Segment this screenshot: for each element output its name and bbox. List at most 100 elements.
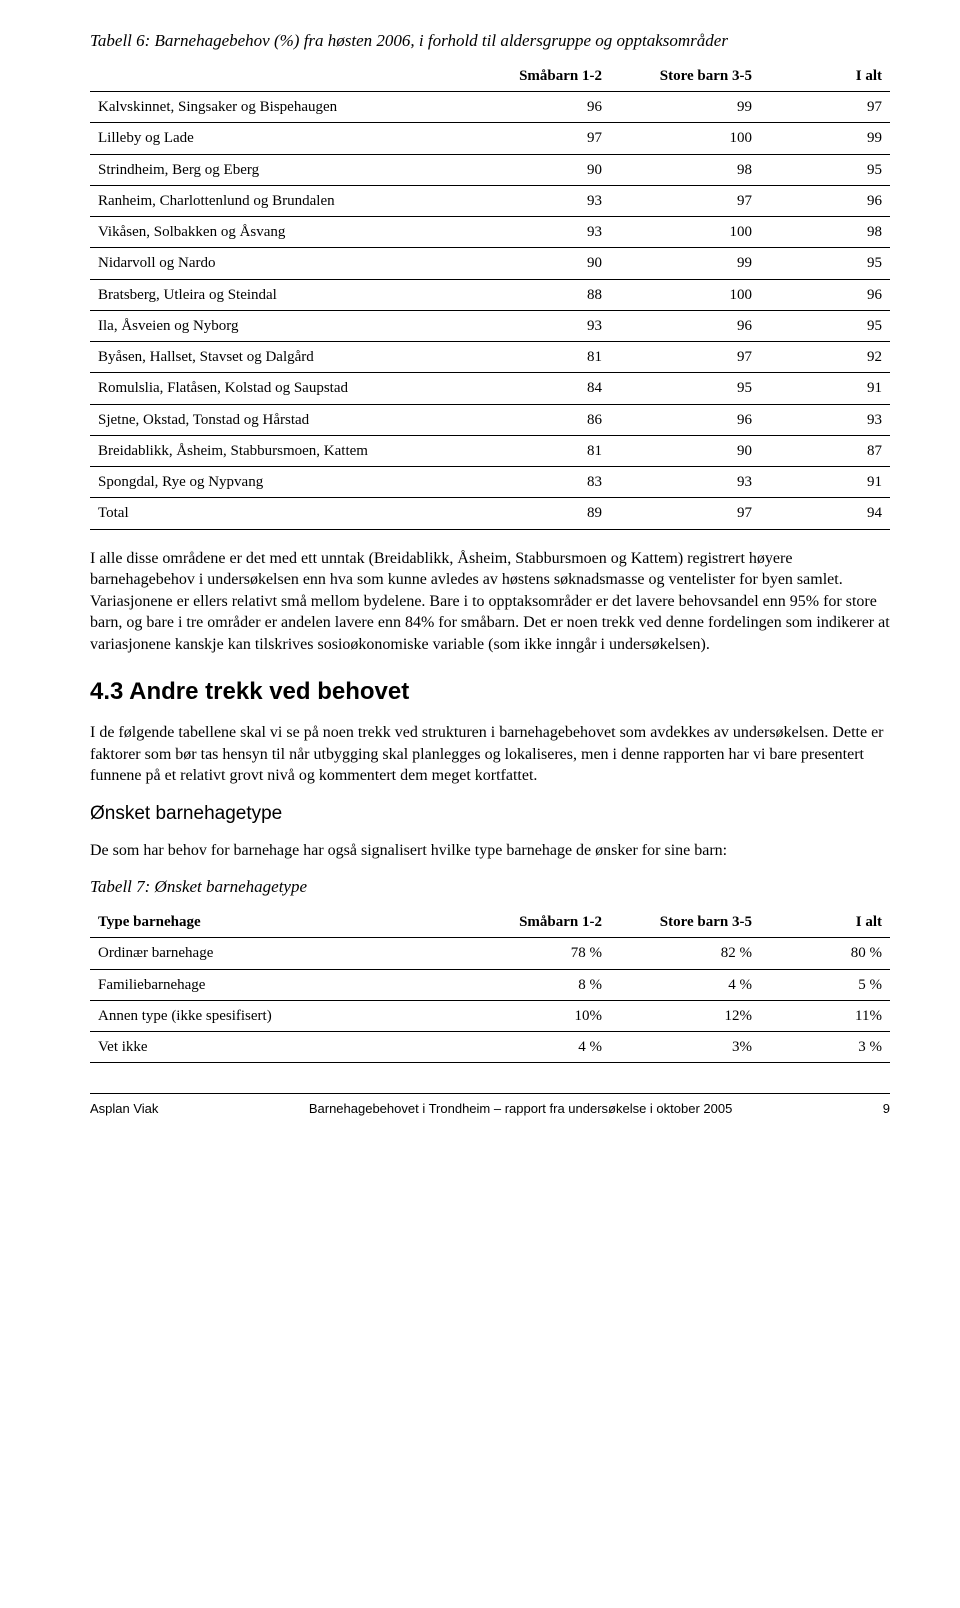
table6-cell-value: 97 bbox=[760, 92, 890, 123]
table6-cell-value: 95 bbox=[760, 248, 890, 279]
table6-cell-value: 99 bbox=[610, 92, 760, 123]
table6-h3: I alt bbox=[760, 61, 890, 92]
table7: Type barnehage Småbarn 1-2 Store barn 3-… bbox=[90, 907, 890, 1063]
table6-cell-value: 84 bbox=[460, 373, 610, 404]
table7-cell-value: 3% bbox=[610, 1032, 760, 1063]
paragraph-1: I alle disse områdene er det med ett unn… bbox=[90, 548, 890, 656]
table6-cell-value: 91 bbox=[760, 373, 890, 404]
table6-cell-label: Spongdal, Rye og Nypvang bbox=[90, 467, 460, 498]
table7-cell-value: 12% bbox=[610, 1000, 760, 1031]
table6-cell-value: 92 bbox=[760, 342, 890, 373]
table6-cell-value: 98 bbox=[760, 217, 890, 248]
table6-cell-label: Total bbox=[90, 498, 460, 529]
table7-cell-value: 4 % bbox=[610, 969, 760, 1000]
table6-cell-value: 83 bbox=[460, 467, 610, 498]
table-row: Spongdal, Rye og Nypvang839391 bbox=[90, 467, 890, 498]
table7-h1: Småbarn 1-2 bbox=[460, 907, 610, 938]
table6-cell-value: 89 bbox=[460, 498, 610, 529]
table6-cell-value: 95 bbox=[760, 310, 890, 341]
table7-cell-value: 78 % bbox=[460, 938, 610, 969]
table6: Småbarn 1-2 Store barn 3-5 I alt Kalvski… bbox=[90, 61, 890, 530]
table7-h2: Store barn 3-5 bbox=[610, 907, 760, 938]
footer-center: Barnehagebehovet i Trondheim – rapport f… bbox=[158, 1100, 882, 1118]
table-row: Total899794 bbox=[90, 498, 890, 529]
table-row: Ordinær barnehage78 %82 %80 % bbox=[90, 938, 890, 969]
table7-cell-value: 4 % bbox=[460, 1032, 610, 1063]
section-title: Andre trekk ved behovet bbox=[129, 678, 409, 705]
table6-cell-value: 98 bbox=[610, 154, 760, 185]
table-row: Vikåsen, Solbakken og Åsvang9310098 bbox=[90, 217, 890, 248]
table7-h0: Type barnehage bbox=[90, 907, 460, 938]
table6-cell-value: 97 bbox=[610, 498, 760, 529]
table-row: Kalvskinnet, Singsaker og Bispehaugen969… bbox=[90, 92, 890, 123]
table6-cell-value: 96 bbox=[760, 279, 890, 310]
table6-cell-value: 100 bbox=[610, 217, 760, 248]
table6-cell-value: 100 bbox=[610, 123, 760, 154]
table6-cell-label: Ranheim, Charlottenlund og Brundalen bbox=[90, 185, 460, 216]
table-row: Ranheim, Charlottenlund og Brundalen9397… bbox=[90, 185, 890, 216]
table6-cell-value: 93 bbox=[610, 467, 760, 498]
section-number: 4.3 bbox=[90, 678, 123, 705]
table-row: Strindheim, Berg og Eberg909895 bbox=[90, 154, 890, 185]
table6-cell-value: 86 bbox=[460, 404, 610, 435]
table6-cell-label: Breidablikk, Åsheim, Stabbursmoen, Katte… bbox=[90, 435, 460, 466]
table6-cell-value: 96 bbox=[610, 404, 760, 435]
table6-cell-label: Sjetne, Okstad, Tonstad og Hårstad bbox=[90, 404, 460, 435]
table-row: Breidablikk, Åsheim, Stabbursmoen, Katte… bbox=[90, 435, 890, 466]
table6-cell-label: Lilleby og Lade bbox=[90, 123, 460, 154]
table6-cell-value: 90 bbox=[610, 435, 760, 466]
table6-h1: Småbarn 1-2 bbox=[460, 61, 610, 92]
table6-cell-value: 93 bbox=[460, 185, 610, 216]
table6-cell-value: 100 bbox=[610, 279, 760, 310]
table6-cell-value: 93 bbox=[760, 404, 890, 435]
table6-cell-value: 97 bbox=[610, 342, 760, 373]
footer-page-number: 9 bbox=[883, 1100, 890, 1118]
table7-cell-label: Vet ikke bbox=[90, 1032, 460, 1063]
table6-cell-value: 99 bbox=[760, 123, 890, 154]
table6-cell-value: 93 bbox=[460, 217, 610, 248]
paragraph-2: I de følgende tabellene skal vi se på no… bbox=[90, 722, 890, 787]
page-footer: Asplan Viak Barnehagebehovet i Trondheim… bbox=[90, 1093, 890, 1118]
table-row: Byåsen, Hallset, Stavset og Dalgård81979… bbox=[90, 342, 890, 373]
table6-cell-value: 97 bbox=[460, 123, 610, 154]
paragraph-3: De som har behov for barnehage har også … bbox=[90, 840, 890, 862]
table-row: Bratsberg, Utleira og Steindal8810096 bbox=[90, 279, 890, 310]
table6-cell-value: 94 bbox=[760, 498, 890, 529]
table6-cell-value: 95 bbox=[610, 373, 760, 404]
table6-h0 bbox=[90, 61, 460, 92]
table6-cell-label: Vikåsen, Solbakken og Åsvang bbox=[90, 217, 460, 248]
table6-cell-value: 90 bbox=[460, 248, 610, 279]
table6-cell-label: Nidarvoll og Nardo bbox=[90, 248, 460, 279]
table-row: Annen type (ikke spesifisert)10%12%11% bbox=[90, 1000, 890, 1031]
table-row: Ila, Åsveien og Nyborg939695 bbox=[90, 310, 890, 341]
table6-cell-label: Ila, Åsveien og Nyborg bbox=[90, 310, 460, 341]
table7-h3: I alt bbox=[760, 907, 890, 938]
table-row: Sjetne, Okstad, Tonstad og Hårstad869693 bbox=[90, 404, 890, 435]
table-row: Nidarvoll og Nardo909995 bbox=[90, 248, 890, 279]
table6-title: Tabell 6: Barnehagebehov (%) fra høsten … bbox=[90, 30, 890, 53]
table6-h2: Store barn 3-5 bbox=[610, 61, 760, 92]
table6-cell-value: 81 bbox=[460, 435, 610, 466]
table6-header-row: Småbarn 1-2 Store barn 3-5 I alt bbox=[90, 61, 890, 92]
table7-cell-label: Ordinær barnehage bbox=[90, 938, 460, 969]
table6-cell-label: Romulslia, Flatåsen, Kolstad og Saupstad bbox=[90, 373, 460, 404]
table6-cell-value: 95 bbox=[760, 154, 890, 185]
table-row: Romulslia, Flatåsen, Kolstad og Saupstad… bbox=[90, 373, 890, 404]
table7-cell-value: 82 % bbox=[610, 938, 760, 969]
table-row: Familiebarnehage8 %4 %5 % bbox=[90, 969, 890, 1000]
table6-cell-label: Kalvskinnet, Singsaker og Bispehaugen bbox=[90, 92, 460, 123]
subheading: Ønsket barnehagetype bbox=[90, 801, 890, 827]
table6-cell-value: 96 bbox=[760, 185, 890, 216]
table7-cell-value: 3 % bbox=[760, 1032, 890, 1063]
table6-cell-value: 96 bbox=[460, 92, 610, 123]
table-row: Vet ikke4 %3%3 % bbox=[90, 1032, 890, 1063]
table6-cell-value: 93 bbox=[460, 310, 610, 341]
table7-cell-value: 11% bbox=[760, 1000, 890, 1031]
table6-cell-label: Byåsen, Hallset, Stavset og Dalgård bbox=[90, 342, 460, 373]
footer-left: Asplan Viak bbox=[90, 1100, 158, 1118]
table6-cell-value: 88 bbox=[460, 279, 610, 310]
table7-title: Tabell 7: Ønsket barnehagetype bbox=[90, 876, 890, 899]
table7-cell-value: 5 % bbox=[760, 969, 890, 1000]
table6-cell-label: Strindheim, Berg og Eberg bbox=[90, 154, 460, 185]
table6-cell-value: 81 bbox=[460, 342, 610, 373]
